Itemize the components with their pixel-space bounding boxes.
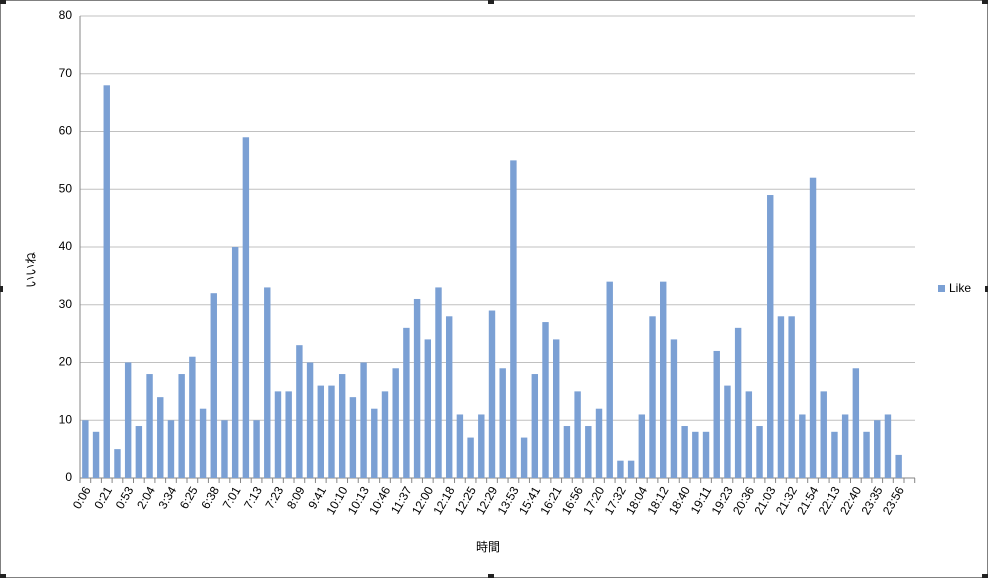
bar: [199, 408, 207, 478]
y-tick-label: 50: [59, 181, 73, 195]
y-tick-label: 30: [59, 297, 73, 311]
bar: [692, 431, 699, 478]
y-axis-label: いいね: [24, 252, 38, 288]
bar: [552, 339, 560, 478]
y-tick-label: 60: [59, 124, 73, 138]
bar: [435, 287, 442, 478]
bar: [499, 368, 506, 478]
bar: [231, 247, 239, 478]
bar: [595, 408, 603, 478]
y-tick-label: 20: [59, 355, 73, 369]
y-tick-label: 0: [65, 470, 72, 484]
bar: [328, 385, 335, 478]
bar: [360, 362, 367, 478]
y-tick-label: 40: [59, 239, 73, 253]
bar: [563, 426, 571, 478]
bar: [638, 414, 646, 478]
bar: [103, 85, 110, 479]
bar: [660, 281, 667, 478]
legend-label: Like: [949, 281, 971, 295]
bar: [542, 322, 549, 478]
bar: [467, 437, 474, 478]
bar: [852, 368, 860, 478]
bar: [242, 137, 250, 478]
bar: [649, 316, 656, 478]
bar: [306, 362, 314, 478]
bar: [702, 431, 710, 478]
bar: [296, 345, 303, 478]
bar: [617, 460, 624, 478]
bar: [157, 397, 164, 478]
bar: [317, 385, 324, 478]
bar: [510, 160, 517, 478]
bar: [221, 420, 228, 478]
bar: [403, 327, 410, 478]
bar: [874, 420, 881, 478]
bar: [520, 437, 528, 478]
x-axis-label: 時間: [476, 540, 500, 554]
bar: [114, 449, 121, 478]
bar: [264, 287, 271, 478]
y-tick-label: 10: [59, 412, 73, 426]
bar: [253, 420, 260, 478]
bar: [488, 310, 496, 478]
bar: [274, 391, 282, 478]
bar: [210, 293, 217, 478]
y-tick-label: 80: [59, 8, 73, 22]
y-tick-label: 70: [59, 66, 73, 80]
bar: [392, 368, 399, 478]
bar: [285, 391, 292, 478]
bar: [681, 426, 688, 478]
bar: [92, 431, 100, 478]
bar: [724, 385, 731, 478]
bar: [841, 414, 849, 478]
bar: [146, 374, 153, 478]
bar: [135, 426, 143, 478]
bar: [381, 391, 389, 478]
bar: [809, 177, 817, 478]
bar: [745, 391, 753, 478]
bar: [531, 374, 539, 478]
bar: [606, 281, 613, 478]
bar: [820, 391, 827, 478]
bar: [445, 316, 453, 478]
bar: [82, 420, 89, 478]
bar: [574, 391, 581, 478]
bar: [585, 426, 592, 478]
bar: [413, 298, 421, 478]
bar: [189, 356, 196, 478]
bar: [371, 408, 378, 478]
bar: [788, 316, 795, 478]
bar: [178, 374, 185, 478]
bar: [167, 420, 175, 478]
bar: [478, 414, 485, 478]
bar: [777, 316, 785, 478]
bar: [124, 362, 132, 478]
bar: [349, 397, 357, 478]
legend-swatch: [938, 285, 945, 292]
bar: [713, 350, 720, 478]
bar: [756, 426, 763, 478]
bar: [627, 460, 635, 478]
bar: [895, 454, 902, 478]
bar: [767, 195, 774, 478]
bar: [799, 414, 806, 478]
bar: [831, 431, 838, 478]
bar: [338, 374, 346, 478]
bar: [670, 339, 678, 478]
bar: [884, 414, 892, 478]
bar: [424, 339, 432, 478]
bar: [863, 431, 870, 478]
bar: [734, 327, 742, 478]
bar: [456, 414, 464, 478]
